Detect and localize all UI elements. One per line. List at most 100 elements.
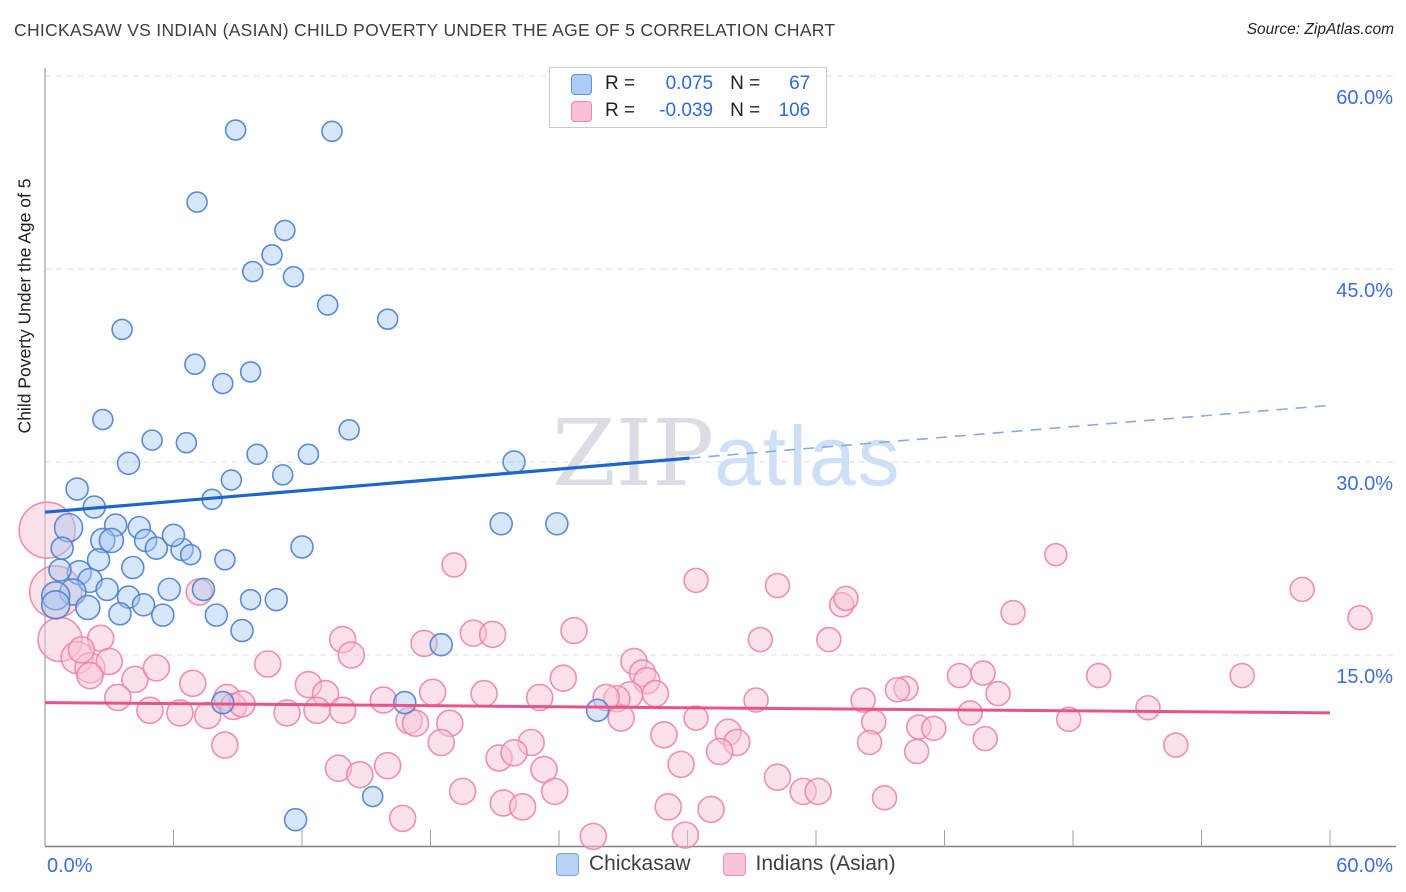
data-point-indian-asian (667, 750, 695, 779)
n-value-chickasaw: 67 (789, 73, 811, 94)
data-point-chickasaw (283, 807, 308, 832)
data-point-chickasaw (392, 690, 417, 715)
data-point-chickasaw (290, 535, 314, 559)
data-point-indian-asian (903, 738, 930, 765)
zipatlas-watermark: ZIPatlas (552, 408, 902, 500)
data-point-indian-asian (579, 822, 608, 851)
data-point-chickasaw (186, 191, 208, 213)
data-point-chickasaw (179, 543, 202, 566)
data-point-indian-asian (683, 705, 709, 731)
data-point-chickasaw (264, 587, 289, 612)
data-point-indian-asian (121, 665, 149, 694)
data-point-chickasaw (48, 558, 72, 582)
data-point-indian-asian (743, 687, 769, 713)
y-tick-label-15: 15.0% (1336, 666, 1393, 688)
data-point-indian-asian (764, 572, 791, 599)
data-point-indian-asian (211, 731, 239, 759)
data-point-chickasaw (161, 523, 186, 548)
trend-line-chickasaw (44, 456, 690, 514)
data-point-chickasaw (321, 120, 343, 143)
data-point-chickasaw (90, 527, 116, 554)
data-point-chickasaw (131, 593, 156, 617)
data-point-indian-asian (525, 683, 554, 712)
data-point-indian-asian (957, 700, 984, 726)
y-axis-title: Child Poverty Under the Age of 5 (14, 178, 35, 434)
data-point-indian-asian (1163, 732, 1189, 758)
data-point-indian-asian (410, 629, 438, 658)
y-tick-label-30: 30.0% (1336, 473, 1393, 495)
data-point-indian-asian (142, 654, 171, 682)
legend-row-chickasaw: R = 0.075 N = 67 (550, 73, 826, 95)
data-point-chickasaw (241, 260, 264, 283)
data-point-indian-asian (592, 683, 620, 712)
legend-item-indian-asian: Indians (Asian) (722, 852, 896, 876)
data-point-indian-asian (470, 679, 498, 708)
data-point-indian-asian (500, 738, 528, 767)
data-point-chickasaw (157, 577, 182, 602)
data-point-indian-asian (95, 647, 124, 676)
data-point-chickasaw (361, 785, 384, 808)
watermark-atlas: atlas (714, 409, 902, 503)
data-point-indian-asian (346, 760, 374, 789)
data-point-indian-asian (1229, 662, 1255, 689)
data-point-chickasaw (246, 443, 268, 466)
data-point-indian-asian (763, 763, 792, 792)
data-point-chickasaw (141, 429, 163, 451)
y-tick-label-60: 60.0% (1336, 87, 1393, 109)
data-point-indian-asian (369, 686, 398, 714)
data-point-indian-asian (253, 650, 282, 678)
data-point-chickasaw (230, 618, 254, 643)
data-point-chickasaw (191, 577, 216, 602)
data-point-chickasaw (121, 555, 145, 580)
x-max-label: 60.0% (1336, 855, 1393, 877)
data-point-chickasaw (429, 632, 454, 657)
data-point-indian-asian (478, 620, 507, 649)
data-point-chickasaw (184, 353, 206, 376)
data-point-indian-asian (816, 626, 842, 653)
data-point-chickasaw (144, 536, 169, 561)
data-point-indian-asian (705, 737, 734, 766)
data-point-chickasaw (111, 318, 133, 341)
data-point-chickasaw (175, 431, 198, 454)
data-point-indian-asian (373, 751, 402, 780)
data-point-indian-asian (607, 704, 635, 732)
legend-row-indian-asian: R = -0.039 N = 106 (550, 100, 826, 122)
data-point-indian-asian (549, 664, 578, 692)
data-point-indian-asian (641, 679, 670, 708)
data-point-indian-asian (683, 567, 709, 594)
data-point-chickasaw (150, 603, 175, 627)
chickasaw-swatch-icon (571, 73, 592, 95)
data-point-chickasaw (585, 698, 610, 723)
data-point-chickasaw (204, 603, 229, 627)
trend-line-chickasaw-extrapolated (689, 404, 1331, 459)
data-point-indian-asian (850, 687, 876, 713)
data-point-indian-asian (178, 669, 207, 698)
data-point-chickasaw (316, 294, 339, 316)
data-point-chickasaw (376, 308, 399, 330)
data-point-indian-asian (861, 709, 887, 735)
data-point-indian-asian (67, 636, 96, 664)
legend-item-chickasaw: Chickasaw (556, 852, 691, 876)
data-point-indian-asian (441, 552, 467, 578)
data-point-indian-asian (448, 777, 477, 806)
indian-asian-legend-label: Indians (Asian) (755, 852, 896, 875)
series-legend: Chickasaw Indians (Asian) (556, 852, 896, 876)
data-point-chickasaw (282, 265, 305, 288)
data-point-indian-asian (508, 793, 537, 821)
data-point-indian-asian (970, 660, 996, 686)
data-point-indian-asian (946, 662, 973, 689)
x-min-label: 0.0% (47, 855, 93, 877)
data-point-indian-asian (273, 699, 301, 727)
data-point-indian-asian (671, 821, 700, 849)
r-value-chickasaw: 0.075 (665, 73, 714, 94)
data-point-chickasaw (50, 536, 74, 561)
chickasaw-legend-swatch-icon (556, 852, 579, 876)
data-point-indian-asian (884, 676, 911, 703)
data-point-indian-asian (76, 661, 104, 690)
indian-asian-legend-swatch-icon (722, 852, 746, 876)
trend-line-indian-asian (44, 701, 1331, 715)
data-point-chickasaw (86, 547, 111, 572)
n-label: N = (730, 100, 761, 121)
